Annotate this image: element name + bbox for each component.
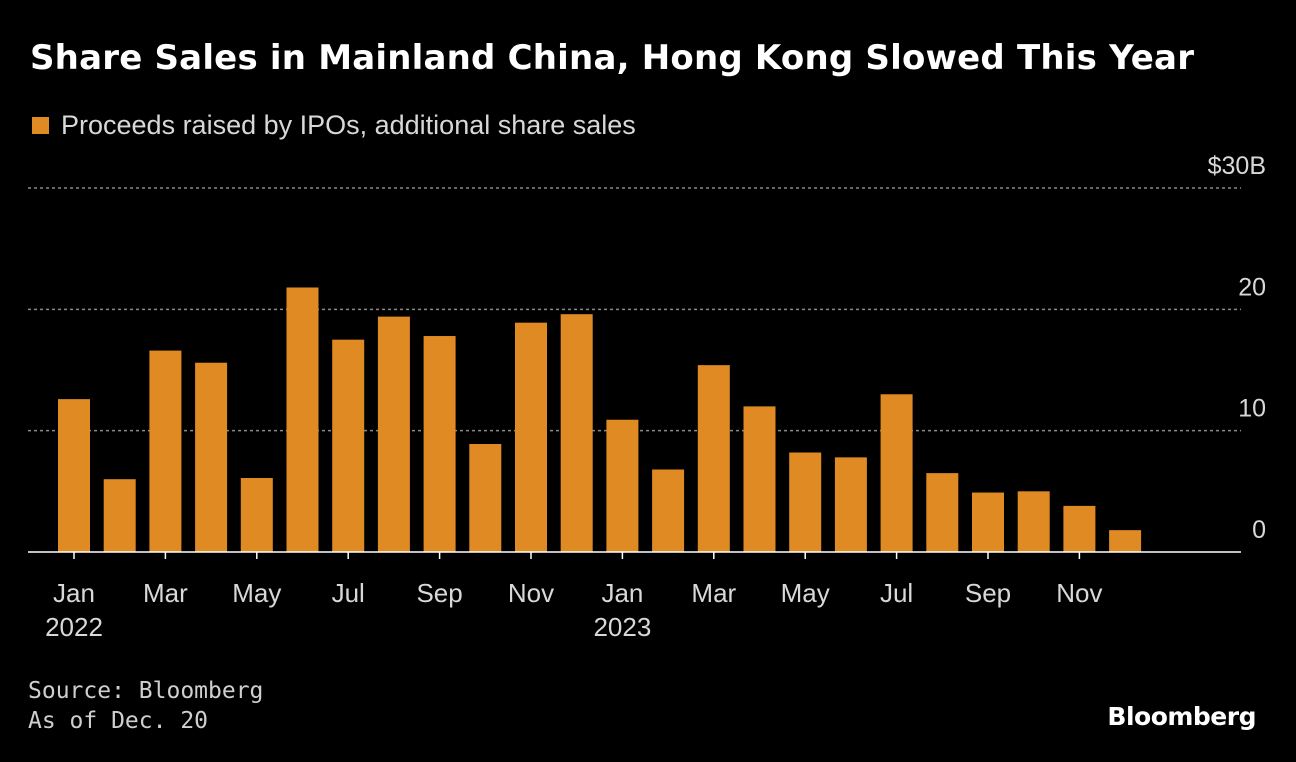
bar [286,287,319,552]
bar [972,492,1004,552]
bar [332,339,365,552]
bar [423,336,456,552]
x-tick-label: Sep [416,578,462,608]
bar [195,362,228,552]
footnote: Source: Bloomberg As of Dec. 20 [28,676,263,736]
x-tick-label: May [781,578,830,608]
bar [652,469,685,552]
x-tick-label: Nov [1056,578,1102,608]
x-tick-label: Jul [332,578,365,608]
source-text: Source: Bloomberg [28,678,264,704]
bar [103,479,136,552]
bloomberg-logo: Bloomberg [1107,702,1256,731]
bar [377,316,410,552]
y-tick-label: 0 [1252,516,1266,544]
bar [1109,530,1142,552]
x-tick-label: Sep [965,578,1011,608]
legend-label: Proceeds raised by IPOs, additional shar… [61,110,636,140]
bar [789,452,822,552]
x-tick-label: Jan [601,578,643,608]
bar [926,473,959,552]
chart-title: Share Sales in Mainland China, Hong Kong… [30,38,1195,78]
bar [1063,505,1096,552]
bar [560,314,593,552]
bar [515,322,547,552]
bar [240,477,273,552]
bar [58,399,90,552]
bar [149,350,182,552]
x-tick-label: Jan [53,578,95,608]
bar [743,406,776,552]
x-tick-label: Mar [691,578,736,608]
bar [697,365,730,552]
y-tick-label: 10 [1238,395,1266,423]
bar [1017,491,1050,552]
legend-swatch [32,117,49,134]
y-tick-label: $30B [1208,152,1266,180]
bar [469,444,502,552]
bar [606,419,639,552]
x-tick-label: Mar [143,578,188,608]
bar [880,394,913,552]
x-tick-year-label: 2022 [45,612,103,642]
x-tick-year-label: 2023 [593,612,651,642]
x-tick-label: May [232,578,281,608]
as-of-text: As of Dec. 20 [28,708,209,734]
y-tick-label: 20 [1238,273,1266,301]
x-tick-label: Nov [508,578,554,608]
bar [834,457,867,552]
x-tick-label: Jul [880,578,913,608]
bar-chart: 0 10 20 $30B Jan 2022 Mar May Jul Sep Nov Jan 2023 Ma… [28,152,1266,642]
legend: Proceeds raised by IPOs, additional shar… [32,110,636,141]
